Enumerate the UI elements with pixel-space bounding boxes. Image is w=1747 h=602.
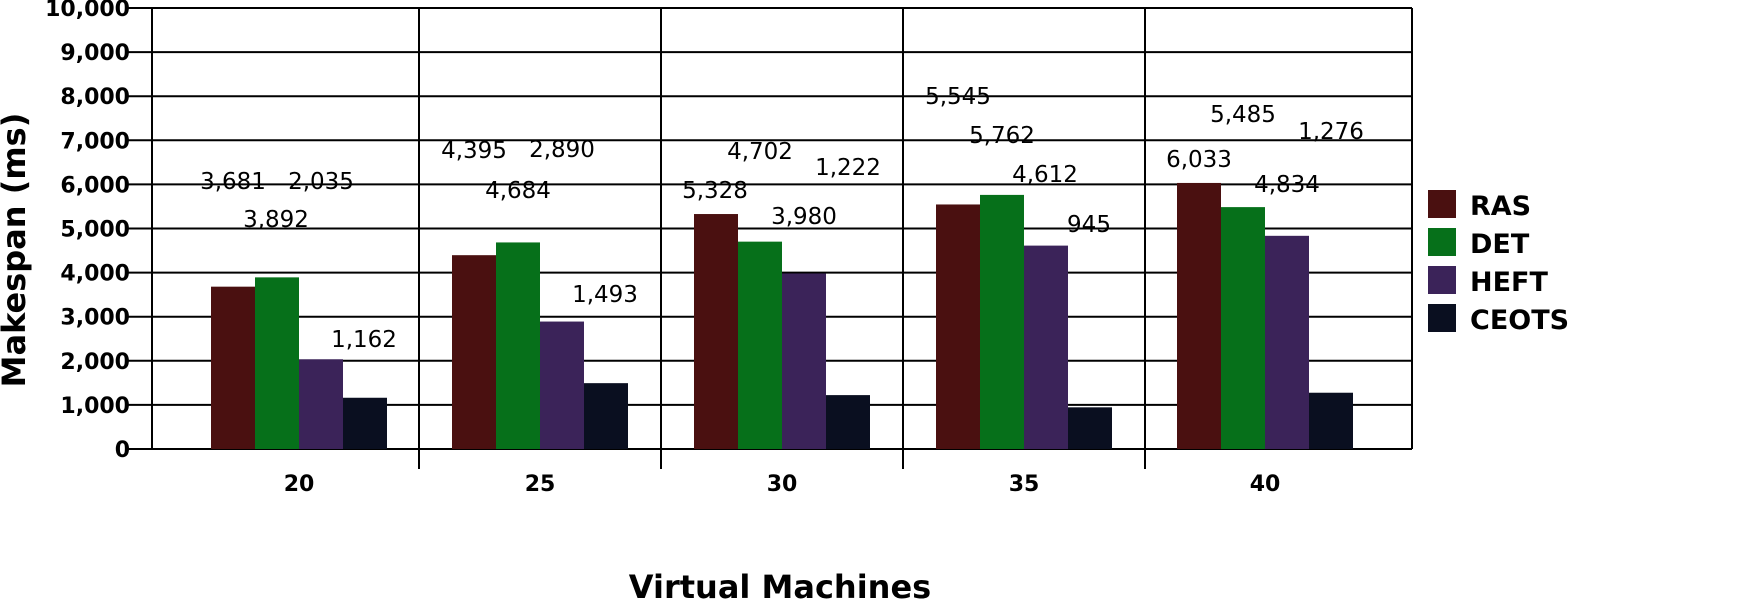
- y-tick-label: 9,000: [60, 41, 130, 66]
- data-label-ceots-30: 1,222: [815, 155, 881, 181]
- x-tick-label-35: 35: [1009, 472, 1040, 497]
- bar-ceots-20: [343, 397, 387, 449]
- data-labels: 3,681 4,395 5,328 5,545 6,033 3,892 4,684 4,702…: [200, 84, 1364, 353]
- legend: RAS DET HEFT CEOTS: [1428, 190, 1569, 336]
- data-label-ceots-20: 1,162: [331, 327, 397, 353]
- legend-swatch-ras: [1428, 190, 1456, 218]
- x-tick-label-25: 25: [525, 472, 556, 497]
- data-label-ras-30: 5,328: [682, 178, 748, 204]
- y-tick-label: 6,000: [60, 173, 130, 198]
- data-label-heft-20: 2,035: [288, 169, 354, 195]
- legend-label-ras: RAS: [1470, 191, 1531, 222]
- bar-ras-30: [694, 214, 738, 449]
- bars: [211, 182, 1353, 449]
- data-label-ras-20: 3,681: [200, 169, 266, 195]
- bar-heft-40: [1265, 235, 1309, 449]
- y-tick-label: 8,000: [60, 85, 130, 110]
- bar-ras-25: [452, 255, 496, 449]
- bar-det-35: [980, 194, 1024, 449]
- data-label-det-35: 5,762: [969, 123, 1035, 149]
- data-label-heft-35: 4,612: [1012, 162, 1078, 188]
- x-tick-label-20: 20: [284, 472, 315, 497]
- y-tick-label: 7,000: [60, 129, 130, 154]
- legend-label-det: DET: [1470, 229, 1530, 260]
- data-label-ceots-25: 1,493: [572, 282, 638, 308]
- bar-det-25: [496, 242, 540, 449]
- data-label-heft-40: 4,834: [1254, 172, 1320, 198]
- legend-swatch-ceots: [1428, 304, 1456, 332]
- legend-label-ceots: CEOTS: [1470, 305, 1569, 336]
- y-tick-label: 2,000: [60, 350, 130, 375]
- bar-ras-40: [1177, 182, 1221, 449]
- y-axis-title: Makespan (ms): [0, 113, 33, 388]
- legend-swatch-heft: [1428, 266, 1456, 294]
- bar-heft-35: [1024, 245, 1068, 449]
- bar-det-40: [1221, 207, 1265, 449]
- bar-ceots-30: [826, 395, 870, 449]
- bar-ceots-40: [1309, 392, 1353, 449]
- data-label-heft-30: 3,980: [771, 204, 837, 230]
- bar-ras-35: [936, 204, 980, 449]
- bar-heft-20: [299, 359, 343, 449]
- data-label-ras-35: 5,545: [925, 84, 991, 110]
- legend-swatch-det: [1428, 228, 1456, 256]
- tick-labels: 0 1,000 2,000 3,000 4,000 5,000 6,000 7,000 8,00…: [45, 0, 1280, 497]
- data-label-det-25: 4,684: [485, 178, 551, 204]
- x-tick-label-30: 30: [767, 472, 798, 497]
- data-label-ceots-35: 945: [1067, 212, 1111, 238]
- x-axis-title: Virtual Machines: [629, 568, 931, 602]
- data-label-det-40: 5,485: [1210, 102, 1276, 128]
- y-tick-label: 1,000: [60, 394, 130, 419]
- y-tick-label: 0: [115, 438, 130, 463]
- data-label-heft-25: 2,890: [529, 137, 595, 163]
- data-label-det-30: 4,702: [727, 139, 793, 165]
- data-label-det-20: 3,892: [243, 207, 309, 233]
- bar-det-30: [738, 241, 782, 449]
- x-tick-label-40: 40: [1250, 472, 1281, 497]
- bar-ras-20: [211, 286, 255, 449]
- bar-heft-30: [782, 273, 826, 449]
- bar-ceots-35: [1068, 407, 1112, 449]
- data-label-ceots-40: 1,276: [1298, 119, 1364, 145]
- data-label-ras-40: 6,033: [1166, 147, 1232, 173]
- legend-label-heft: HEFT: [1470, 267, 1548, 298]
- y-tick-label: 4,000: [60, 262, 130, 287]
- data-label-ras-25: 4,395: [441, 138, 507, 164]
- y-tick-label: 3,000: [60, 306, 130, 331]
- y-tick-label: 5,000: [60, 218, 130, 243]
- bar-heft-25: [540, 321, 584, 449]
- y-tick-label: 10,000: [45, 0, 130, 22]
- bar-det-20: [255, 277, 299, 449]
- bar-ceots-25: [584, 383, 628, 449]
